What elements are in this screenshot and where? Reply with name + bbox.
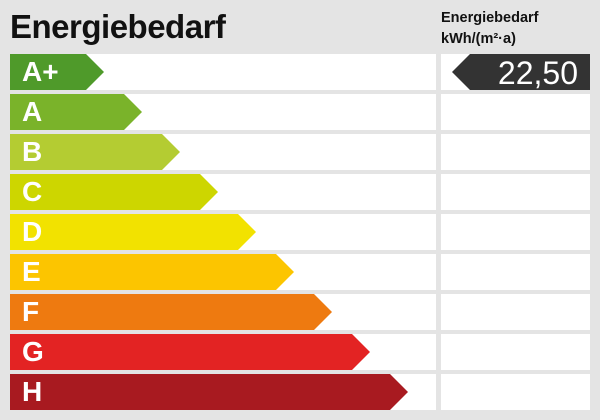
value-cell — [441, 134, 590, 170]
value-cell — [441, 94, 590, 130]
value-cell — [441, 294, 590, 330]
class-label: G — [22, 336, 44, 367]
class-label: E — [22, 256, 41, 287]
class-label: F — [22, 296, 40, 327]
class-row: A — [10, 94, 436, 130]
value-cell: 22,50 — [441, 54, 590, 90]
value-cell — [441, 334, 590, 370]
class-bar-A+: A+ — [10, 54, 104, 90]
class-bar-G: G — [10, 334, 370, 370]
class-row: E — [10, 254, 436, 290]
class-label: A+ — [22, 56, 59, 87]
value-header-label: Energiebedarf — [441, 10, 539, 26]
class-row: B — [10, 134, 436, 170]
chart-title: Energiebedarf — [10, 8, 226, 45]
class-label: D — [22, 216, 43, 247]
class-label: H — [22, 376, 43, 407]
class-bar-A: A — [10, 94, 142, 130]
class-row: C — [10, 174, 436, 210]
class-row: A+ — [10, 54, 436, 90]
value-indicator: 22,50 — [452, 54, 590, 90]
value-unit: kWh/(m²·a) — [441, 31, 516, 47]
class-bar-D: D — [10, 214, 256, 250]
value-cell — [441, 214, 590, 250]
class-bar-B: B — [10, 134, 180, 170]
class-row: G — [10, 334, 436, 370]
class-bar-F: F — [10, 294, 332, 330]
class-bar-E: E — [10, 254, 294, 290]
class-label: A — [22, 96, 43, 127]
class-bar-C: C — [10, 174, 218, 210]
class-row: D — [10, 214, 436, 250]
class-label: B — [22, 136, 43, 167]
value-cell — [441, 254, 590, 290]
class-bar-H: H — [10, 374, 408, 410]
class-row: F — [10, 294, 436, 330]
class-label: C — [22, 176, 43, 207]
value-cell — [441, 174, 590, 210]
value-cell — [441, 374, 590, 410]
value-text: 22,50 — [497, 55, 578, 91]
class-row: H — [10, 374, 436, 410]
value-header: Energiebedarf kWh/(m²·a) — [441, 8, 539, 50]
